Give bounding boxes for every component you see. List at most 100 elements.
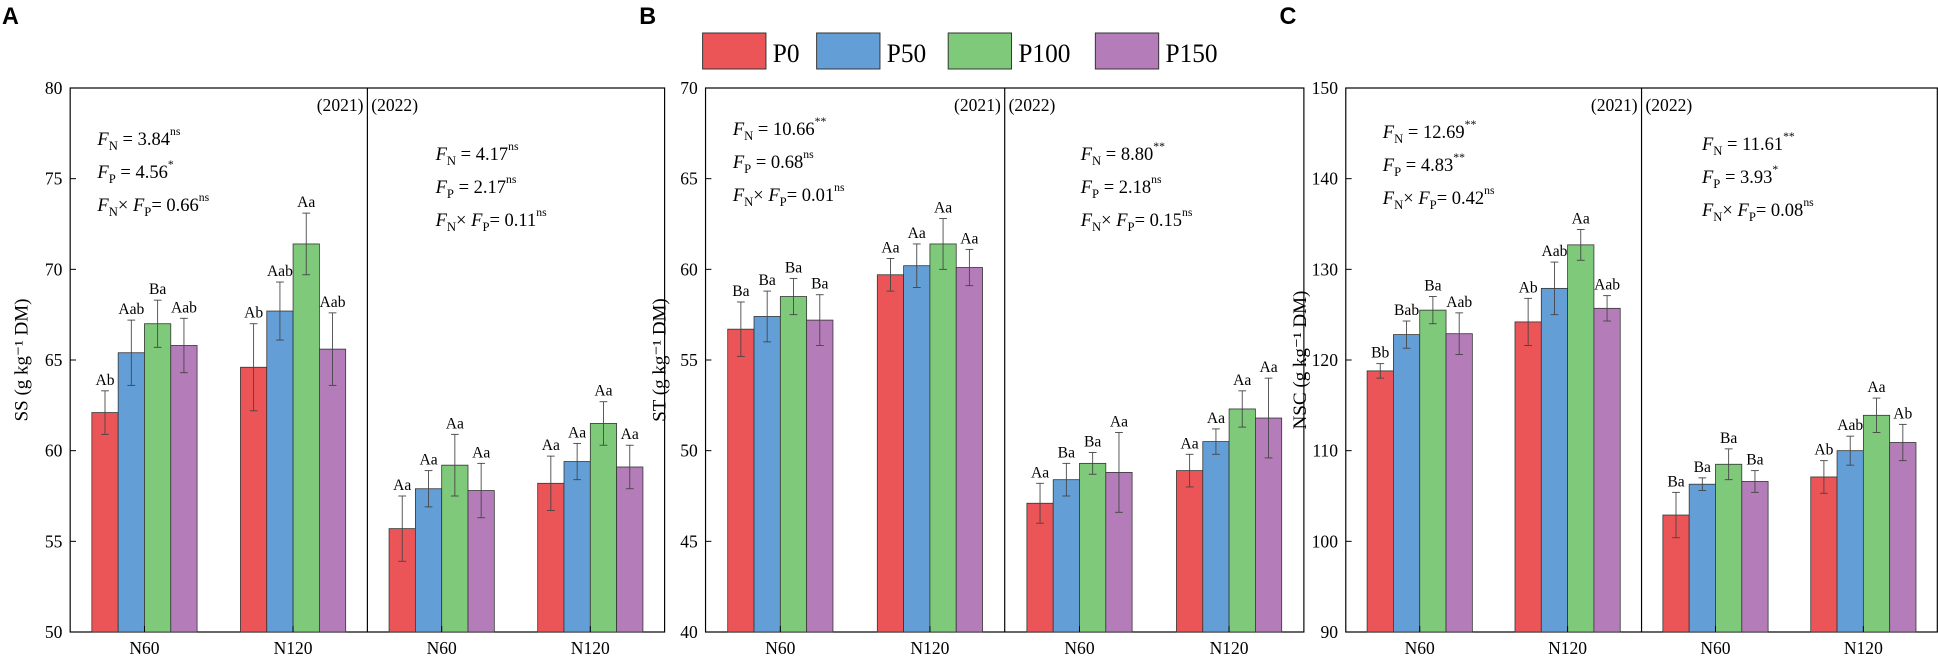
stat-sub: P: [744, 162, 751, 176]
panel-c-ytick-label: 150: [1312, 78, 1338, 98]
panel-b-bar-letter: Ba: [811, 276, 828, 293]
stat-sub: P: [144, 205, 151, 219]
panel-b-bar-2-n120-p50: [1202, 441, 1230, 633]
stat-value: = 2.18: [1099, 177, 1151, 198]
panel-a-stat-1-3: FN× FP= 0.66ns: [96, 190, 209, 219]
stat-sub: N: [109, 205, 118, 219]
stat-sub: N: [447, 220, 456, 234]
panel-c-bar-letter: Aab: [1446, 294, 1472, 311]
panel-b-ytick-label: 45: [680, 531, 698, 551]
stat-sub: P: [1749, 210, 1756, 224]
panel-c-stat-1-2: FP = 4.83**: [1382, 150, 1465, 179]
panel-b-bar-2-n60-p100: [1079, 462, 1107, 633]
stat-sig: ns: [1151, 172, 1162, 186]
panel-a-bar-2-n120-p100: [589, 423, 618, 633]
stat-f: F: [1737, 200, 1750, 221]
panel-c-stat-2-2: FP = 3.93*: [1701, 162, 1778, 191]
panel-b-bar-2-n60-p50: [1052, 479, 1080, 633]
stat-sub: P: [109, 172, 116, 186]
stat-times: ×: [753, 185, 768, 206]
panel-c-bar-letter: Aab: [1541, 243, 1567, 260]
panel-b-bar-1-n60-p50: [753, 316, 781, 633]
stat-sub: N: [447, 154, 456, 168]
panel-b-bar-1-n120-p100: [929, 243, 957, 633]
panel-a-bar-letter: Ba: [149, 281, 166, 298]
legend-label-P0: P0: [773, 39, 800, 68]
panel-a-letter: A: [2, 4, 19, 30]
stat-sig: ns: [170, 124, 181, 138]
panel-b-ytick-label: 55: [680, 350, 698, 370]
panel-b-ytick-label: 70: [680, 78, 698, 98]
panel-c-ylabel: NSC (g kg⁻¹ DM): [1290, 291, 1311, 430]
panel-a-bar-2-n120-p150: [616, 466, 644, 633]
stat-value: = 4.56: [116, 162, 168, 183]
panel-c-bar-2-n60-p50: [1688, 483, 1716, 633]
panel-c-ytick-label: 100: [1312, 531, 1338, 551]
panel-c-stat-2-3: FN× FP= 0.08ns: [1701, 195, 1814, 224]
stat-f: F: [1701, 200, 1714, 221]
stat-times: ×: [118, 195, 133, 216]
panel-a-bar-1-n60-p150: [170, 345, 198, 633]
stat-f: F: [1080, 144, 1093, 165]
panel-a-bar-letter: Ab: [244, 305, 263, 322]
panel-a-bar-1-n60-p0: [91, 412, 119, 633]
panel-a-ytick-label: 80: [45, 78, 63, 98]
stat-value: = 0.15: [1135, 210, 1182, 231]
panel-b-bar-1-n60-p150: [806, 319, 834, 633]
stat-sub: N: [1713, 144, 1722, 158]
stat-times: ×: [1403, 188, 1418, 209]
panel-b-stat-1-3: FN× FP= 0.01ns: [732, 180, 845, 209]
panel-a-xtick-label: N120: [274, 638, 313, 658]
panel-c-stat-1-3: FN× FP= 0.42ns: [1382, 183, 1495, 212]
stat-sig: *: [1772, 162, 1778, 176]
stat-sig: **: [1465, 117, 1477, 131]
panel-c-bar-letter: Aa: [1867, 379, 1885, 396]
panel-b-year-2: (2022): [1009, 95, 1056, 116]
panel-c-bar-1-n120-p0: [1514, 321, 1542, 633]
panel-c-letter: C: [1280, 4, 1297, 30]
panel-c-bar-2-n120-p150: [1889, 442, 1917, 633]
panel-a-ytick-label: 60: [45, 440, 63, 460]
panel-c-bar-2-n120-p50: [1836, 450, 1864, 633]
stat-value: = 0.66: [151, 195, 198, 216]
panel-a-year-1: (2021): [317, 95, 364, 116]
panel-a-ytick-label: 55: [45, 531, 63, 551]
panel-c-bar-letter: Bb: [1371, 344, 1389, 361]
legend-label-P50: P50: [887, 39, 926, 68]
panel-b-bar-letter: Aa: [934, 199, 952, 216]
panel-a-ytick-label: 75: [45, 168, 63, 188]
stat-f: F: [1382, 155, 1395, 176]
panel-c-xtick-label: N60: [1700, 638, 1730, 658]
panel-c-bar-2-n120-p0: [1810, 476, 1838, 633]
stat-f: F: [470, 210, 483, 231]
stat-sub: P: [780, 195, 787, 209]
panel-a-bar-2-n60-p50: [414, 488, 443, 633]
stat-times: ×: [1722, 200, 1737, 221]
stat-times: ×: [456, 210, 471, 231]
stat-f: F: [767, 185, 780, 206]
panel-c-bar-letter: Ba: [1694, 459, 1711, 476]
panel-b-bar-2-n120-p0: [1176, 470, 1204, 633]
stat-value: = 3.93: [1720, 167, 1772, 188]
panel-b-bar-letter: Aa: [1181, 435, 1199, 452]
panel-b-bar-letter: Aa: [1207, 410, 1225, 427]
stat-f: F: [96, 129, 109, 150]
stat-f: F: [96, 195, 109, 216]
panel-a-bar-1-n120-p100: [292, 243, 320, 633]
legend-label-P150: P150: [1166, 39, 1218, 68]
panel-c-bar-1-n120-p150: [1593, 307, 1621, 633]
legend-swatch-P100: [947, 32, 1013, 70]
stat-sub: N: [1394, 132, 1403, 146]
stat-value: = 0.08: [1756, 200, 1803, 221]
panel-b-bar-letter: Ba: [732, 283, 749, 300]
panel-c-bar-letter: Aa: [1572, 210, 1590, 227]
panel-c-ytick-label: 140: [1312, 168, 1338, 188]
panel-c-xtick-label: N120: [1548, 638, 1587, 658]
stat-f: F: [1701, 134, 1714, 155]
panel-b-ytick-label: 40: [680, 622, 698, 642]
panel-c-bar-1-n60-p100: [1419, 309, 1447, 633]
panel-a-ylabel: SS (g kg⁻¹ DM): [11, 299, 32, 422]
panel-a-bar-letter: Aab: [118, 301, 144, 318]
panel-a-bar-1-n60-p50: [117, 352, 145, 633]
stat-value: = 11.61: [1722, 134, 1783, 155]
